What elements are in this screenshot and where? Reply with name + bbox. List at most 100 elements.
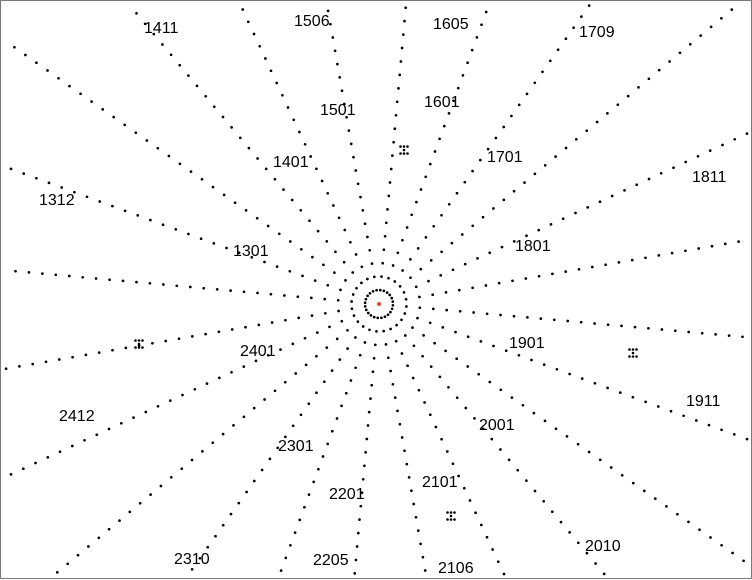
ray-point [398, 285, 402, 288]
ray-point [510, 396, 514, 399]
ray-point [604, 263, 607, 267]
ray-point [452, 99, 455, 103]
ray-point [22, 172, 26, 175]
ray-point [383, 234, 387, 238]
ray-point [132, 416, 135, 419]
ray-point [161, 43, 164, 46]
ray-point [416, 247, 420, 250]
ray-point [250, 255, 254, 259]
ray-point [412, 502, 416, 506]
ray-point [333, 271, 336, 274]
ray-point [68, 84, 71, 88]
ray-point [284, 435, 287, 439]
ray-point [447, 112, 451, 115]
ray-point [230, 328, 234, 331]
ray-point [642, 489, 646, 493]
ray-point [462, 486, 466, 490]
ray-point [566, 319, 570, 323]
cluster-point [631, 351, 635, 355]
ray-point [217, 376, 221, 380]
ray-point [440, 213, 443, 217]
ray-point [461, 74, 465, 77]
ray-point [617, 261, 621, 264]
ray-point [384, 343, 388, 346]
ray-point [424, 236, 428, 239]
ray-point [394, 113, 398, 117]
ray-point [97, 536, 101, 540]
ray-point [687, 520, 690, 524]
ray-point [269, 69, 273, 73]
ray-point [418, 295, 421, 299]
ray-point [428, 321, 432, 325]
ray-point [177, 337, 181, 341]
ray-point [572, 26, 575, 30]
ray-point [423, 569, 427, 572]
ray-point [598, 458, 602, 462]
ray-point [548, 59, 552, 63]
ray-point [360, 265, 364, 269]
ray-point [332, 204, 335, 207]
ray-point [414, 515, 418, 519]
ray-point [18, 365, 21, 368]
ray-point [44, 360, 48, 364]
ray-point [385, 291, 389, 294]
ray-point [476, 257, 479, 260]
ray-point [568, 372, 571, 376]
ray-point [211, 185, 215, 189]
ray-point [180, 467, 184, 471]
ray-point [333, 49, 337, 53]
ray-point [289, 543, 292, 547]
ray-point [221, 523, 225, 527]
ray-point [354, 169, 358, 172]
ray-point [326, 191, 330, 195]
ray-point [574, 211, 577, 215]
ray-point [323, 311, 327, 315]
ray-point [552, 318, 556, 322]
cluster-point [628, 355, 631, 358]
ray-point [370, 383, 374, 387]
point-label: 2201 [329, 486, 365, 503]
ray-point [556, 48, 560, 52]
cluster-point [137, 342, 141, 346]
ray-point [405, 226, 409, 229]
ray-point [58, 450, 62, 454]
ray-point [315, 354, 318, 358]
ray-point [551, 272, 554, 276]
ray-point [21, 467, 25, 471]
ray-point [211, 441, 215, 445]
ray-point [427, 279, 430, 283]
point-label: 2010 [585, 538, 621, 555]
ray-point [368, 291, 372, 295]
cluster-point [635, 348, 638, 351]
ray-point [229, 512, 233, 516]
ray-point [714, 333, 717, 336]
ray-point [391, 382, 395, 386]
ray-point [338, 76, 342, 79]
ray-point [337, 216, 341, 220]
ray-point [124, 346, 128, 350]
ray-point [440, 437, 443, 441]
ray-point [421, 555, 425, 559]
ray-point [550, 510, 554, 514]
ray-point [419, 188, 423, 191]
ray-point [479, 523, 483, 527]
ray-point [356, 531, 360, 535]
ray-point [337, 309, 340, 313]
ray-point [660, 328, 664, 331]
ray-point [107, 527, 111, 531]
ray-point [330, 429, 334, 433]
ray-point [620, 473, 624, 477]
ray-point [246, 20, 250, 24]
ray-point [178, 63, 182, 67]
ray-point [338, 358, 342, 361]
ray-point [284, 556, 288, 560]
ray-point [405, 305, 408, 308]
ray-point [510, 114, 513, 118]
ray-point [455, 357, 459, 361]
ray-point [496, 560, 500, 564]
ray-point [257, 323, 261, 327]
ray-point [587, 4, 591, 7]
ray-point [657, 254, 661, 257]
ray-point [673, 329, 677, 333]
